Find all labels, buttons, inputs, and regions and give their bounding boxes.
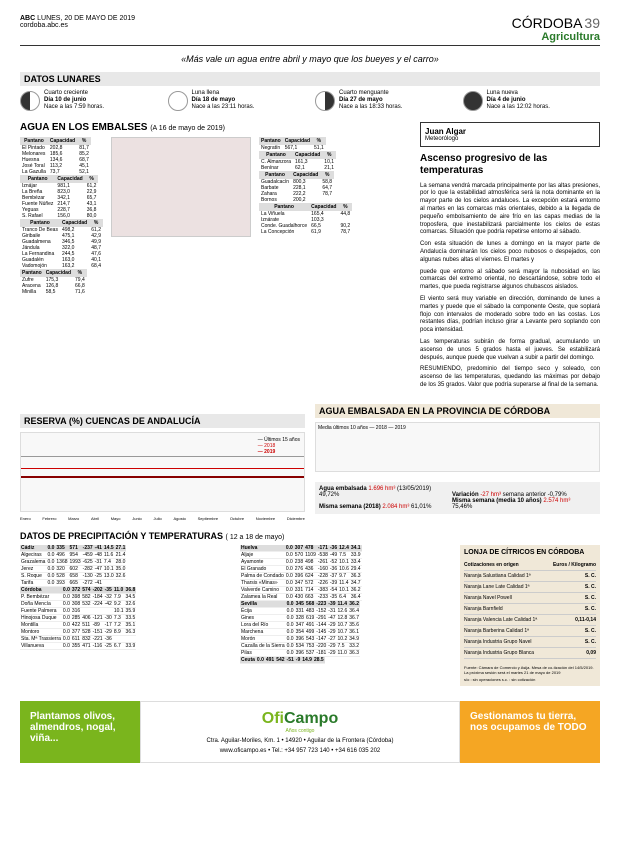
header-date: LUNES, 20 DE MAYO DE 2019 — [37, 15, 135, 22]
lonja-row: Naranja Industria Grupo Blanca0,09 — [464, 648, 596, 659]
lonja-row: Naranja Valencia Late Calidad 1ª0,11-0,1… — [464, 615, 596, 626]
moon-icon — [20, 91, 40, 111]
agua-cordoba-chart: Media últimos 10 años — 2018 — 2019 — [315, 422, 600, 472]
author-name: Juan Algar — [425, 127, 595, 136]
page-header: ABC LUNES, 20 DE MAYO DE 2019 cordoba.ab… — [20, 15, 600, 46]
article-paragraph: El viento será muy variable en dirección… — [420, 296, 600, 335]
quote: «Más vale un agua entre abril y mayo que… — [20, 54, 600, 64]
precip-tables: Cádiz0.0335571-237-4114.527.1Algeciras0.… — [20, 545, 600, 686]
lonja-row: Naranja Salustiana Calidad 1ªS. C. — [464, 571, 596, 582]
moon-icon — [463, 91, 483, 111]
ad-contact: www.oficampo.es • Tel.: +34 957 723 140 … — [149, 748, 451, 754]
pantano-table: PantanoCapacidad%El Pintado202,881,7Melo… — [20, 137, 91, 175]
pantano-table: PantanoCapacidad%Tranco De Beas498,261,2… — [20, 219, 103, 269]
pantano-table: PantanoCapacidad%Guadalcacín800,358,8Bar… — [259, 171, 334, 203]
lunar-title: DATOS LUNARES — [20, 72, 600, 86]
article-title: Ascenso progresivo de las temperaturas — [420, 153, 600, 177]
lonja-footer: Fuente: Cámara de Comercio y Asija. Mesa… — [464, 665, 596, 675]
section-name: Agricultura — [512, 31, 600, 43]
lonja-row: Naranja Industria Grupo NavelS. C. — [464, 637, 596, 648]
embalses-subtitle: (A 16 de mayo de 2019) — [150, 125, 225, 132]
moon-icon — [315, 91, 335, 111]
header-region: CÓRDOBA — [512, 15, 583, 31]
lunar-phase: Luna nuevaDía 4 de junioNace a las 12:02… — [463, 90, 601, 112]
publication: ABC — [20, 15, 35, 22]
author-role: Meteorólogo — [425, 136, 595, 142]
pantano-table: PantanoCapacidad%La Viñuela165,444,8Izná… — [259, 203, 352, 235]
lonja-box: LONJA DE CÍTRICOS EN CÓRDOBA Cotizacione… — [460, 545, 600, 686]
lonja-title: LONJA DE CÍTRICOS EN CÓRDOBA — [464, 549, 596, 556]
page-number: 39 — [584, 15, 600, 31]
header-website: cordoba.abc.es — [20, 22, 135, 29]
article-paragraph: Con esta situación de lunes a domingo en… — [420, 241, 600, 264]
embalses-content: PantanoCapacidad%El Pintado202,881,7Melo… — [20, 137, 410, 295]
precip-table: Ceuta0.0491542-51-914.928.5 — [240, 657, 325, 664]
article-paragraph: puede que entorno al sábado será mayor l… — [420, 269, 600, 292]
lonja-note: s/o : sin operaciones s.c. : sin cotizac… — [464, 677, 596, 682]
lonja-row: Naranja Lane Late Calidad 1ªS. C. — [464, 582, 596, 593]
ad-green: Plantamos olivos, almendros, nogal, viña… — [20, 701, 140, 763]
pantano-table: PantanoCapacidad%C. Almanzora161,310,1Be… — [259, 151, 336, 171]
lunar-phase: Cuarto menguanteDía 27 de mayoNace a las… — [315, 90, 453, 112]
reserva-title: RESERVA (%) CUENCAS DE ANDALUCÍA — [20, 414, 305, 428]
footer-ads: Plantamos olivos, almendros, nogal, viña… — [20, 701, 600, 763]
pantano-table: PantanoCapacidad%Zufre175,379,4Aracena12… — [20, 269, 87, 295]
lunar-phase: Cuarto crecienteDía 10 de junioNace a la… — [20, 90, 158, 112]
lunar-phase: Luna llenaDía 18 de mayoNace a las 23:11… — [168, 90, 306, 112]
article-paragraph: RESUMIENDO, predominio del tiempo seco y… — [420, 366, 600, 389]
embalses-title: AGUA EN LOS EMBALSES — [20, 122, 147, 133]
lonja-row: Naranja BarnfieldS. C. — [464, 604, 596, 615]
lonja-row: Naranja Navel PowellS. C. — [464, 593, 596, 604]
moon-icon — [168, 91, 188, 111]
reserva-chart: — Últimos 15 años — 2018 — 2019 — [20, 432, 305, 512]
andalucia-map — [111, 137, 251, 237]
article-column: Juan Algar Meteorólogo Ascenso progresiv… — [420, 122, 600, 394]
pantano-table: PantanoCapacidad%Negratín567,151,1 — [259, 137, 326, 151]
pantano-table: PantanoCapacidad%Iznájar981,161,2La Breñ… — [20, 175, 98, 219]
agua-cordoba-title: AGUA EMBALSADA EN LA PROVINCIA DE CÓRDOB… — [315, 404, 600, 418]
article-paragraph: La semana vendrá marcada principalmente … — [420, 183, 600, 238]
lonja-row: Naranja Barberina Calidad 1ªS. C. — [464, 626, 596, 637]
precip-table: Cádiz0.0335571-237-4114.527.1Algeciras0.… — [20, 545, 126, 587]
agua-stats: Agua embalsada 1.696 hm³ (13/05/2019) 49… — [315, 482, 600, 514]
precip-table: Huelva0.0307478-171-3612.434.1Aljaje0.05… — [240, 545, 362, 601]
ad-address: Ctra. Aguilar-Moriles, Km. 1 • 14920 • A… — [149, 738, 451, 744]
precip-table: Sevilla0.0345568-223-3911.436.2Écija0.03… — [240, 601, 360, 657]
ad-yellow: Gestionamos tu tierra, nos ocupamos de T… — [460, 701, 600, 763]
precip-table: Córdoba0.0372574-202-3511.036.8P. Bembéz… — [20, 587, 136, 650]
ad-oficampo: OfiCampo Años contigo Ctra. Aguilar-Mori… — [140, 701, 460, 763]
lunar-phases: Cuarto crecienteDía 10 de junioNace a la… — [20, 90, 600, 112]
author-box: Juan Algar Meteorólogo — [420, 122, 600, 147]
precip-title: DATOS DE PRECIPITACIÓN Y TEMPERATURAS — [20, 531, 223, 541]
article-paragraph: Las temperaturas subirán de forma gradua… — [420, 339, 600, 362]
